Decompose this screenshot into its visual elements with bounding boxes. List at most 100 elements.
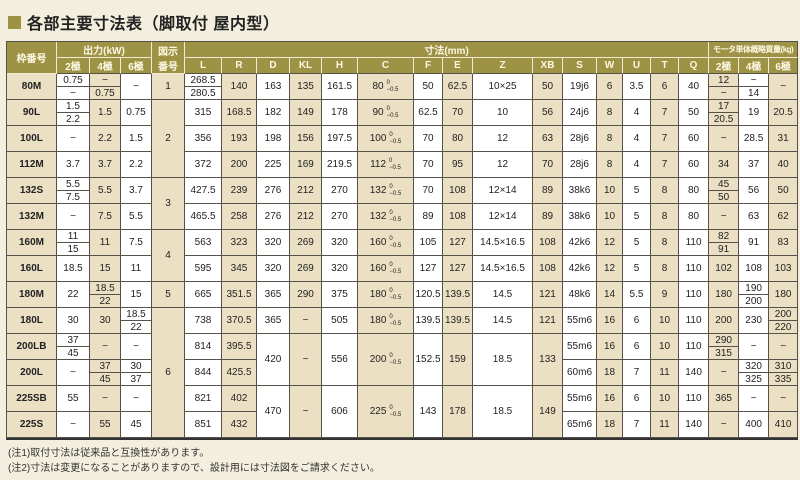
cell-200L-Q: 140 [679, 360, 710, 386]
cell-180M-S: 48k6 [563, 282, 597, 308]
col-header-dim-W: W [597, 58, 623, 74]
cell-112M-H: 219.5 [322, 152, 358, 178]
cell-200L-mass6p-upper: 310 [769, 360, 799, 373]
cell-100L-out6p: 1.5 [121, 126, 152, 152]
cell-132S-R: 239 [222, 178, 257, 204]
cell-160L-KL: 269 [290, 256, 322, 282]
cell-200LB-out4p: − [90, 334, 121, 360]
cell-80M-Q: 40 [679, 74, 710, 100]
cell-80M-F: 50 [414, 74, 443, 100]
cell-132S-U: 5 [623, 178, 651, 204]
cell-90L-out4p: 1.5 [90, 100, 121, 126]
cell-90L-mass4p: 19 [739, 100, 770, 126]
cell-200LB-L: 814 [185, 334, 222, 360]
cell-90L-fig: 2 [152, 100, 185, 178]
cell-160L-C: 160 0 −0.5 [358, 256, 414, 282]
cell-180L-T: 10 [651, 308, 679, 334]
cell-90L-W: 8 [597, 100, 623, 126]
tolerance-superscript: 0 −0.5 [389, 404, 402, 418]
cell-90L-C: 90 0 −0.5 [358, 100, 414, 126]
cell-132M-out6p: 5.5 [121, 204, 152, 230]
cell-100L-mass6p: 31 [769, 126, 799, 152]
cell-90L-XB: 56 [533, 100, 563, 126]
cell-180L-Z: 14.5 [473, 308, 533, 334]
cell-200LB-out2p-upper: 37 [57, 334, 90, 347]
col-header-output-pole-4: 4極 [90, 58, 121, 74]
cell-160L-R: 345 [222, 256, 257, 282]
cell-180M-out4p-upper: 18.5 [90, 282, 121, 295]
cell-132M-L: 465.5 [185, 204, 222, 230]
cell-160L-U: 5 [623, 256, 651, 282]
cell-112M-D: 225 [257, 152, 290, 178]
cell-180M-KL: 290 [290, 282, 322, 308]
cell-180M-F: 120.5 [414, 282, 443, 308]
cell-160M-Z: 14.5×16.5 [473, 230, 533, 256]
cell-160L-W: 12 [597, 256, 623, 282]
cell-132M-out4p: 7.5 [90, 204, 121, 230]
cell-180M-Q: 110 [679, 282, 710, 308]
cell-132S-out4p: 5.5 [90, 178, 121, 204]
cell-160M-Q: 110 [679, 230, 710, 256]
tolerance-superscript: 0 −0.5 [389, 183, 402, 197]
cell-200LB-mass4p: − [739, 334, 770, 360]
cell-132S-T: 8 [651, 178, 679, 204]
cell-180M-mass6p: 180 [769, 282, 799, 308]
col-header-mass-pole-2: 2極 [709, 58, 740, 74]
cell-200L-U: 7 [623, 360, 651, 386]
cell-132M-KL: 212 [290, 204, 322, 230]
cell-112M-L: 372 [185, 152, 222, 178]
cell-180L-out6p-lower: 22 [121, 321, 152, 334]
cell-112M-KL: 169 [290, 152, 322, 178]
cell-160L-XB: 108 [533, 256, 563, 282]
cell-200LB-mass2p-upper: 290 [709, 334, 740, 347]
cell-180M-E: 139.5 [443, 282, 473, 308]
cell-132S-out2p-upper: 5.5 [57, 178, 90, 191]
cell-225SB-XB: 149 [533, 386, 563, 438]
col-header-dim-D: D [257, 58, 290, 74]
tolerance-superscript: 0 −0.5 [389, 287, 402, 301]
cell-200LB-mass6p: − [769, 334, 799, 360]
col-header-dim-E: E [443, 58, 473, 74]
tolerance-superscript: 0 −0.5 [389, 131, 402, 145]
cell-80M-H: 161.5 [322, 74, 358, 100]
cell-132M-C: 132 0 −0.5 [358, 204, 414, 230]
cell-100L-KL: 156 [290, 126, 322, 152]
cell-100L-frame: 100L [7, 126, 57, 152]
cell-160M-XB: 108 [533, 230, 563, 256]
cell-200L-T: 11 [651, 360, 679, 386]
cell-160L-S: 42k6 [563, 256, 597, 282]
cell-90L-Z: 10 [473, 100, 533, 126]
cell-112M-W: 8 [597, 152, 623, 178]
cell-90L-mass2p-upper: 17 [709, 100, 740, 113]
cell-200LB-H: 556 [322, 334, 358, 386]
col-header-dim-KL: KL [290, 58, 322, 74]
page-header: 各部主要寸法表（脚取付 屋内型） [0, 0, 800, 41]
cell-132M-D: 276 [257, 204, 290, 230]
cell-200LB-Q: 110 [679, 334, 710, 360]
cell-100L-S: 28j6 [563, 126, 597, 152]
cell-132M-mass6p: 62 [769, 204, 799, 230]
col-header-frame-number: 枠番号 [7, 42, 57, 74]
cell-80M-out4p-upper: − [90, 74, 121, 87]
cell-225SB-U: 6 [623, 386, 651, 412]
cell-225S-out6p: 45 [121, 412, 152, 438]
cell-225S-out4p: 55 [90, 412, 121, 438]
cell-225S-W: 18 [597, 412, 623, 438]
cell-80M-mass4p-upper: − [739, 74, 770, 87]
col-header-dim-Z: Z [473, 58, 533, 74]
cell-200L-S: 60m6 [563, 360, 597, 386]
cell-90L-U: 4 [623, 100, 651, 126]
cell-100L-D: 198 [257, 126, 290, 152]
cell-132M-F: 89 [414, 204, 443, 230]
cell-180M-fig: 5 [152, 282, 185, 308]
cell-132S-L: 427.5 [185, 178, 222, 204]
cell-225SB-Q: 110 [679, 386, 710, 412]
cell-100L-W: 8 [597, 126, 623, 152]
cell-200LB-out6p: − [121, 334, 152, 360]
cell-200L-mass6p-lower: 335 [769, 373, 799, 386]
cell-180M-L: 665 [185, 282, 222, 308]
cell-80M-L-lower: 280.5 [185, 87, 222, 100]
cell-160M-U: 5 [623, 230, 651, 256]
cell-160L-D: 320 [257, 256, 290, 282]
cell-160L-mass4p: 108 [739, 256, 770, 282]
